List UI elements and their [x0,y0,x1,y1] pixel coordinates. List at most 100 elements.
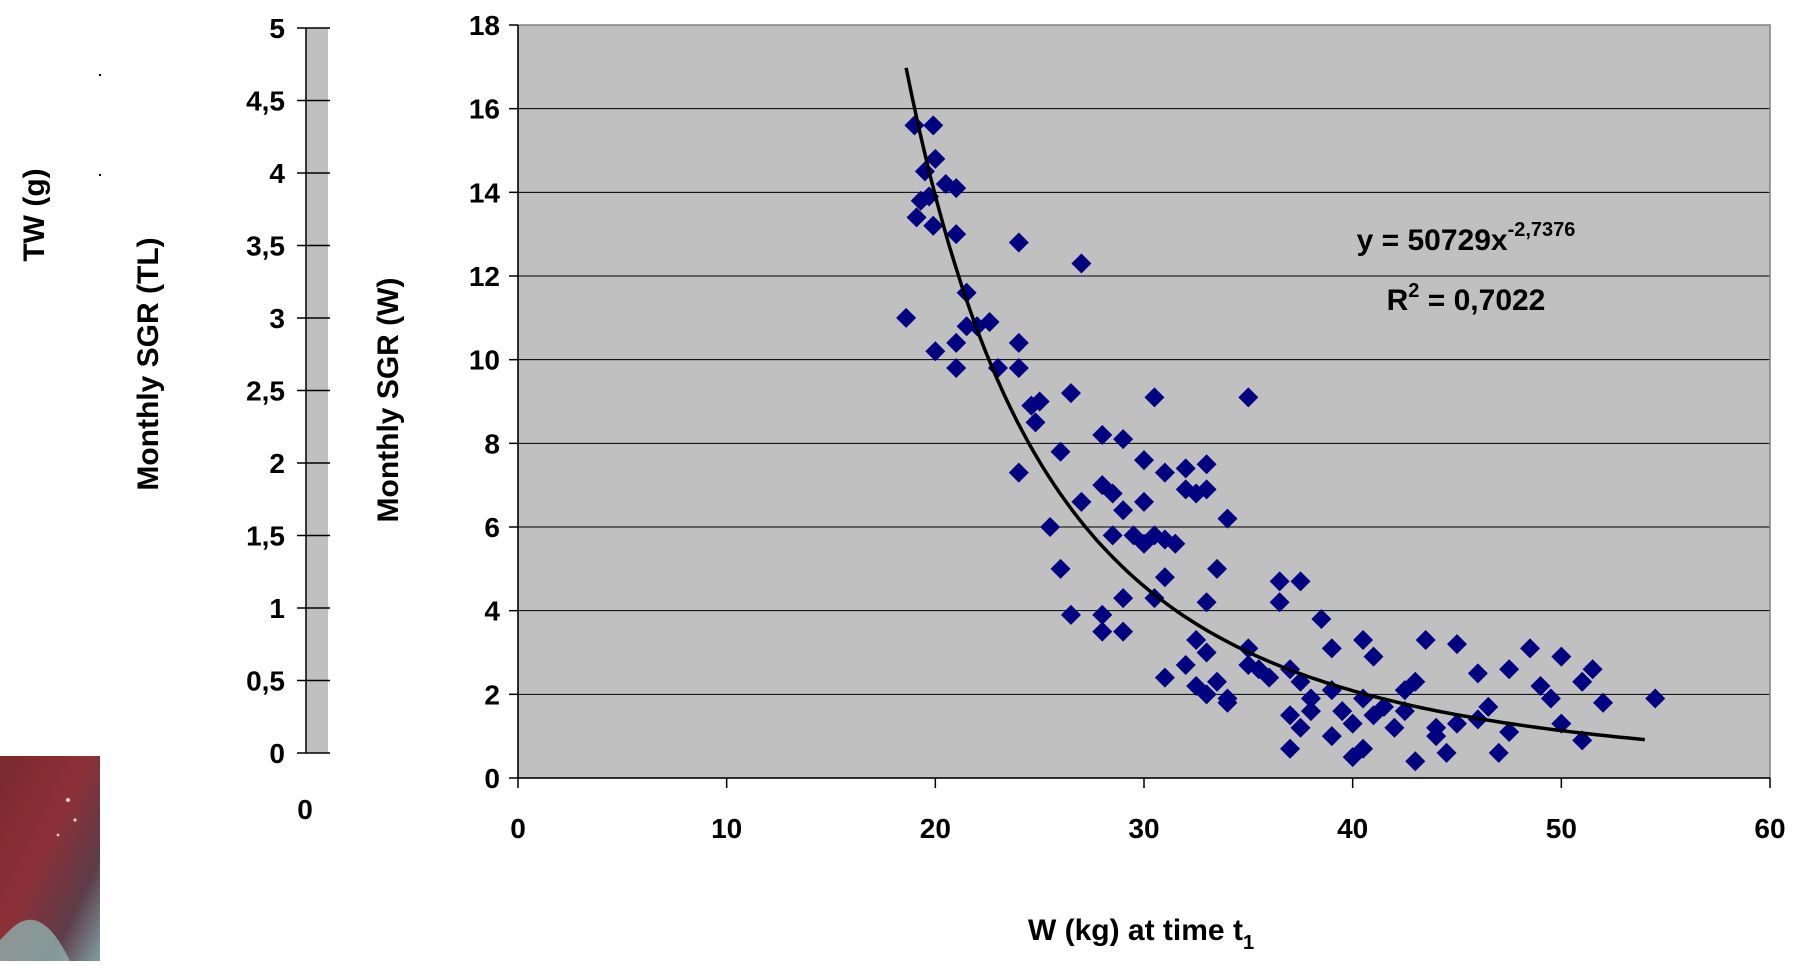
data-point [1269,571,1290,592]
data-point [1447,634,1467,655]
data-point [1280,705,1301,726]
tl-tick-label: 5 [269,13,285,44]
r2-superscript: 2 [1408,280,1419,302]
data-point [1154,567,1175,588]
tl-tick-label: 3 [269,303,285,334]
data-point [1008,358,1029,379]
data-point [1102,483,1123,504]
data-point [1092,424,1113,445]
data-point [1008,232,1029,253]
data-point [1321,726,1342,747]
data-point [1300,688,1321,709]
data-point [1050,441,1071,462]
tl-axis-label: Monthly SGR (TL) [132,237,165,490]
data-point [1092,604,1113,625]
data-point [1415,629,1436,650]
data-point [1040,517,1061,537]
data-point [946,224,967,245]
data-point [1113,429,1134,450]
y-tick-label: 6 [484,512,500,543]
data-point [1196,454,1217,475]
data-point [1113,621,1134,642]
data-point [1572,671,1593,692]
data-point [1238,387,1259,408]
data-point [1551,646,1572,667]
y-tick-label: 0 [484,763,500,794]
tl-axis-bottom-tick: 0 [297,794,313,825]
data-point [925,341,946,362]
data-point [1342,713,1363,734]
data-point [1175,479,1196,500]
tw-axis-label: TW (g) [18,168,51,261]
data-point [1290,571,1311,592]
trend-equation: y = 50729x-2,7376 [1357,219,1576,257]
data-point [1217,508,1238,529]
data-point [1540,688,1561,709]
data-point [906,207,927,228]
y-tick-label: 12 [469,261,500,292]
data-point [1259,667,1280,688]
y-tick-label: 8 [484,428,500,459]
data-point [1217,688,1238,709]
data-point [1154,462,1175,483]
data-point [1311,609,1332,630]
data-point [1384,717,1405,738]
x-tick-label: 50 [1546,813,1577,844]
data-point [923,115,944,136]
data-point [923,215,944,236]
trend-equation-text: y = 50729x [1357,224,1508,257]
data-point [1405,751,1426,772]
data-point [1207,671,1228,692]
data-point [1113,588,1134,609]
data-point [1530,675,1551,696]
r2-prefix: R [1387,284,1409,317]
tl-tick-label: 4,5 [246,86,285,117]
data-point [1029,391,1050,412]
data-point [956,316,977,337]
data-point [1593,692,1614,713]
plot-area [518,25,1770,778]
data-point [1154,667,1175,688]
trendline-power [904,67,1645,742]
data-point [1165,533,1186,554]
data-point [1269,592,1290,613]
data-point [946,358,967,379]
tl-tick-label: 1,5 [246,521,285,552]
data-point [1426,717,1447,738]
x-tick-label: 0 [510,813,526,844]
data-point [1280,738,1301,759]
data-point [1102,525,1123,546]
data-point [1499,721,1520,742]
data-point [896,307,917,328]
tw-axis-tick: . [98,63,102,79]
data-point [1499,659,1520,680]
tl-tick-label: 1 [269,593,285,624]
tl-tick-label: 4 [269,158,285,189]
y-tick-label: 10 [469,345,500,376]
data-point [1520,638,1541,659]
x-tick-label: 20 [920,813,951,844]
data-point [1092,621,1113,642]
y-tick-label: 16 [469,94,500,125]
tl-tick-label: 2 [269,448,285,479]
photo-fragment [0,756,100,961]
data-point [1071,491,1092,512]
data-point [1186,629,1207,650]
data-point [1478,696,1499,717]
y-tick-label: 18 [469,10,500,41]
tl-axis-panel: 0 0,5 1 1,5 2 2,5 3 3,5 4 4,5 5 Monthly SGR (TL) 0 [132,13,330,825]
data-point [1488,742,1509,763]
r2-suffix: = 0,7022 [1419,284,1545,317]
x-axis-label-main: W (kg) at time t [1028,914,1243,947]
x-tick-label: 40 [1337,813,1368,844]
tl-tick-label: 0 [269,738,285,769]
data-point [1144,588,1165,609]
data-point [1207,558,1228,579]
x-axis-label: W (kg) at time t1 [1028,914,1254,954]
trend-equation-exponent: -2,7376 [1508,219,1576,241]
data-point [1060,383,1081,404]
data-point [1196,684,1217,705]
data-point [1175,458,1196,479]
